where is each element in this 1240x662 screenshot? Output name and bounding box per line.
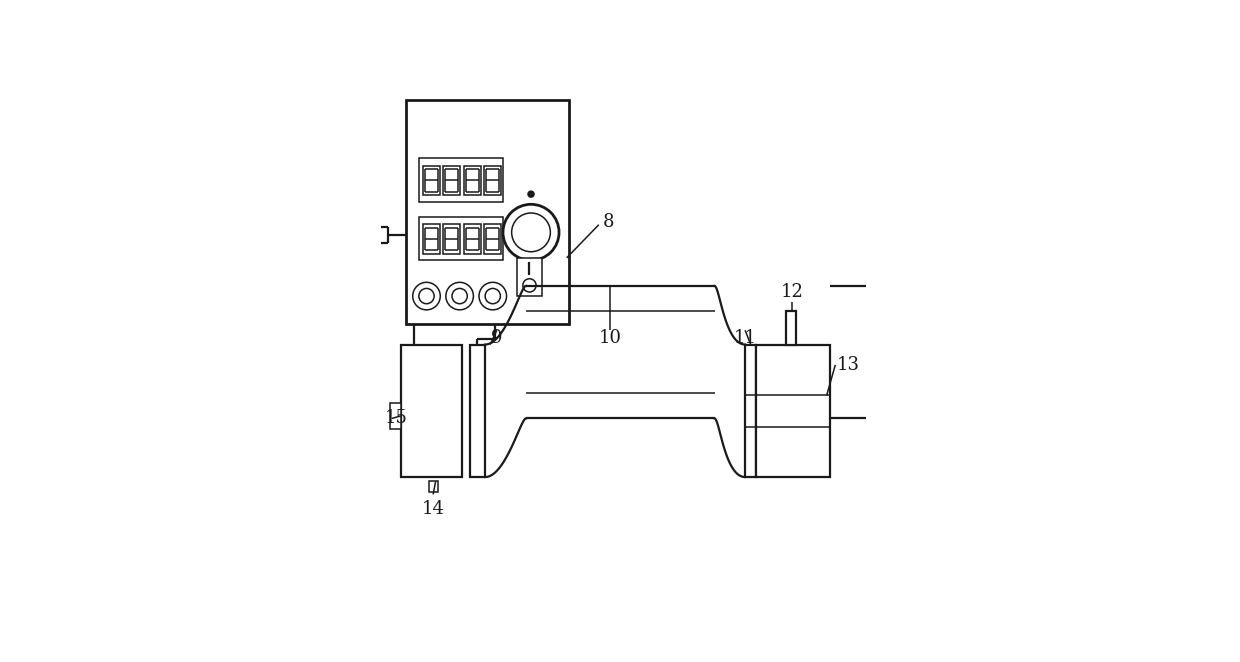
Circle shape xyxy=(528,191,534,197)
Bar xyxy=(444,224,460,254)
Bar xyxy=(464,166,481,195)
Text: 12: 12 xyxy=(781,283,804,301)
Bar xyxy=(470,344,485,477)
Text: 13: 13 xyxy=(837,356,859,374)
Bar xyxy=(429,481,438,493)
Bar xyxy=(419,158,503,202)
Bar xyxy=(389,403,401,428)
Bar xyxy=(484,166,501,195)
Bar xyxy=(423,224,440,254)
Text: 8: 8 xyxy=(603,213,614,231)
Text: 15: 15 xyxy=(384,409,408,428)
Bar xyxy=(401,344,463,477)
Bar xyxy=(756,344,831,477)
Bar xyxy=(484,224,501,254)
Bar xyxy=(444,166,460,195)
Bar xyxy=(745,344,756,477)
Bar xyxy=(423,166,440,195)
Bar xyxy=(786,311,796,344)
Text: 11: 11 xyxy=(734,329,756,347)
Text: 10: 10 xyxy=(599,329,621,347)
Text: 14: 14 xyxy=(422,500,445,518)
Text: 9: 9 xyxy=(491,329,502,347)
Bar xyxy=(407,100,569,324)
Bar xyxy=(419,217,503,260)
Bar xyxy=(464,224,481,254)
Bar xyxy=(517,258,542,296)
